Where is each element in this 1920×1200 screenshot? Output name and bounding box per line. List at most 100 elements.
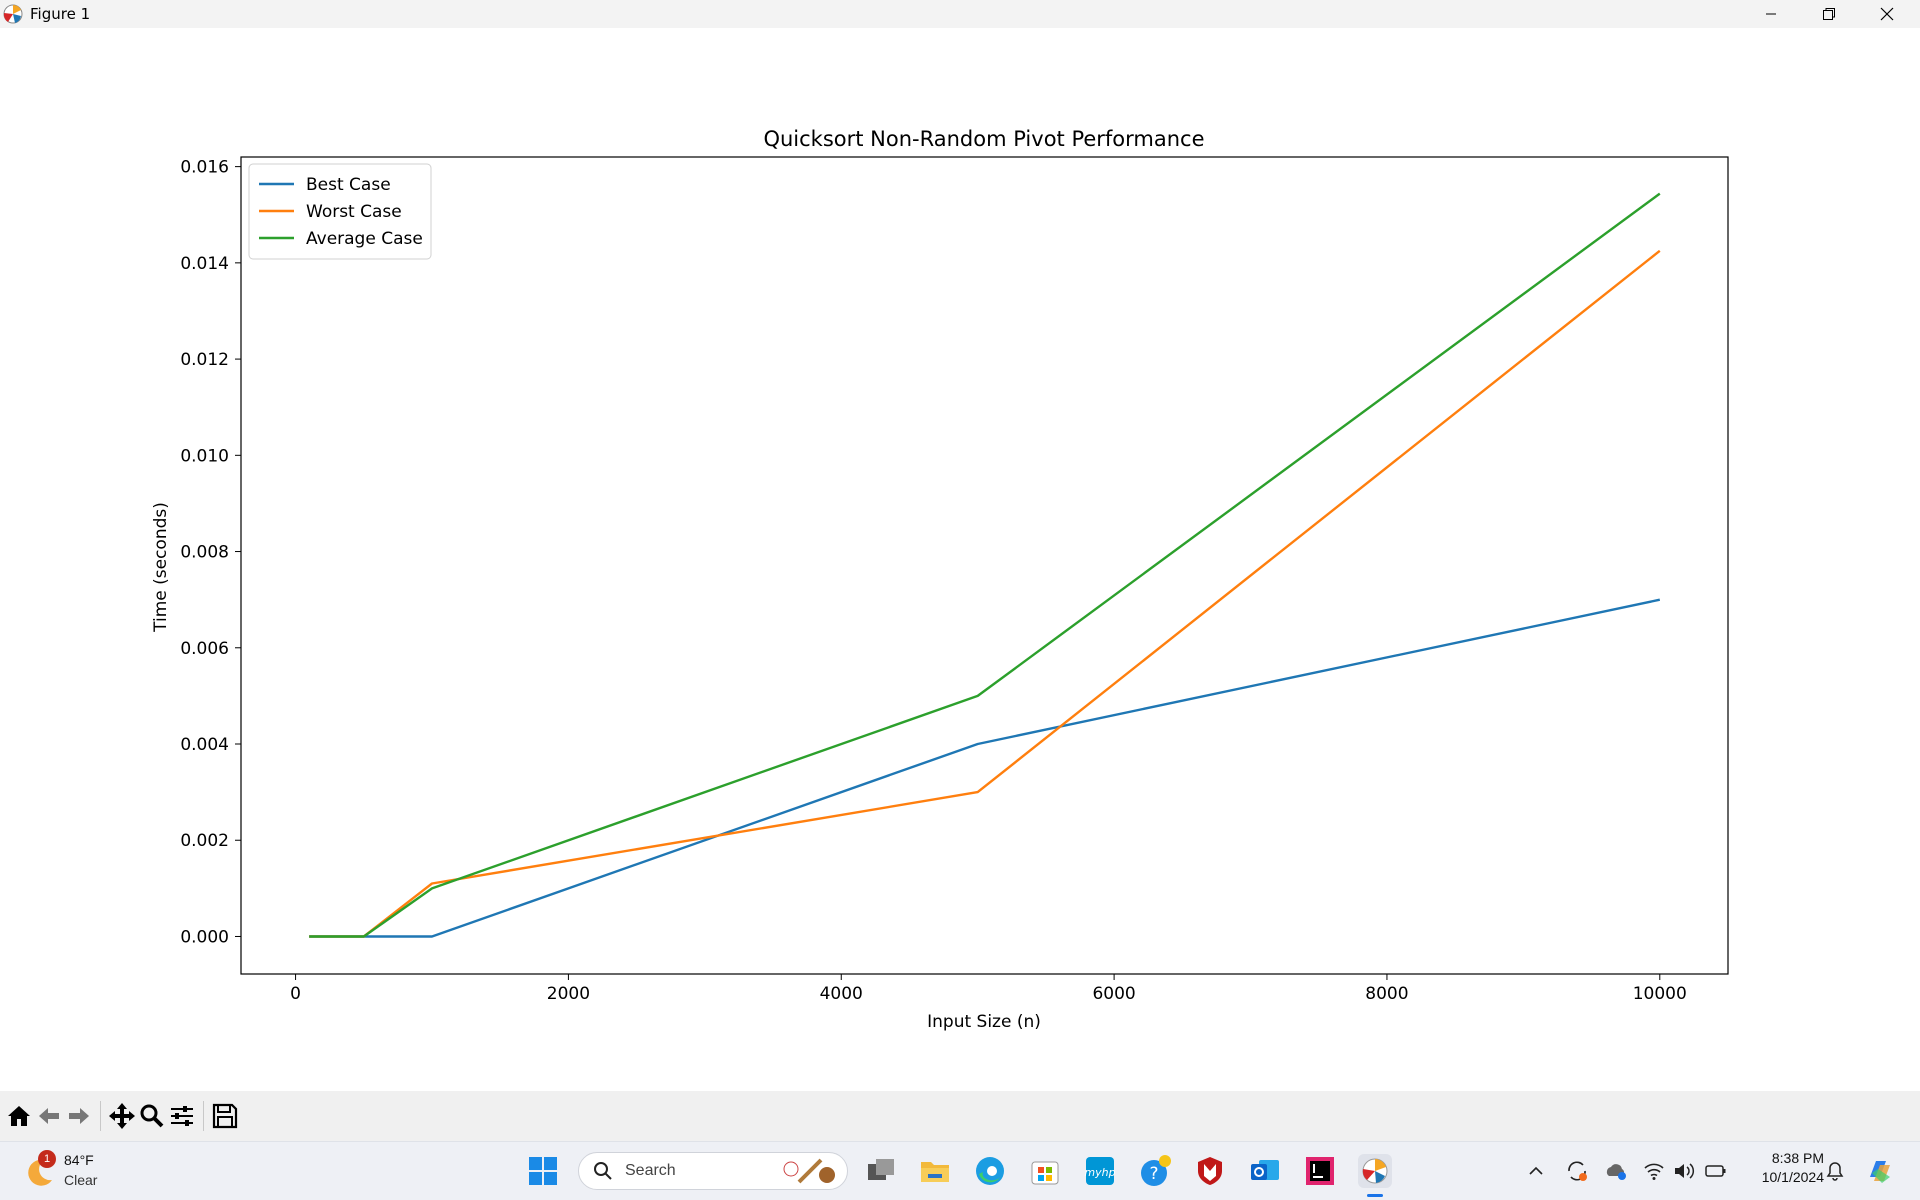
moon-icon [28, 1159, 52, 1186]
copilot-icon[interactable] [1864, 1155, 1896, 1187]
navigation-toolbar [0, 1091, 1920, 1141]
svg-text:?: ? [1149, 1164, 1158, 1184]
mcafee-shield-icon [1198, 1157, 1222, 1185]
series-line-average-case [309, 192, 1661, 938]
clock[interactable]: 8:38 PM 10/1/2024 [1736, 1150, 1824, 1185]
forward-button[interactable] [64, 1099, 94, 1133]
taskbar-intellij[interactable] [1303, 1154, 1337, 1188]
forward-arrow-icon [69, 1108, 89, 1124]
minimize-icon [1766, 13, 1776, 15]
edge-browser-icon [976, 1157, 1004, 1185]
back-button[interactable] [34, 1099, 64, 1133]
close-button[interactable] [1858, 0, 1916, 28]
microsoft-store-icon [1031, 1161, 1059, 1185]
y-tick-label: 0.016 [180, 158, 229, 178]
plot-frame [240, 156, 1729, 975]
taskbar-file-explorer[interactable] [918, 1154, 952, 1188]
volume-icon[interactable] [1673, 1160, 1695, 1182]
weather-condition: Clear [64, 1172, 98, 1188]
weather-widget[interactable]: 1 84°F Clear [22, 1148, 142, 1194]
window-titlebar: Figure 1 [0, 0, 1920, 28]
save-icon [212, 1103, 238, 1129]
legend-box [248, 163, 432, 260]
taskbar-get-help[interactable]: ? [1138, 1154, 1172, 1188]
taskbar-myhp[interactable]: myhp [1083, 1154, 1117, 1188]
minimize-button[interactable] [1742, 0, 1800, 28]
taskbar-store[interactable] [1028, 1154, 1062, 1188]
intellij-icon [1306, 1157, 1334, 1185]
back-arrow-icon [39, 1108, 59, 1124]
y-axis-label: Time (seconds) [151, 502, 171, 633]
taskbar-search[interactable]: Search [578, 1152, 848, 1190]
search-placeholder: Search [625, 1162, 676, 1179]
restore-button[interactable] [1800, 0, 1858, 28]
y-tick-label: 0.002 [180, 831, 229, 851]
legend: Best Case Worst Case Average Case [248, 163, 432, 260]
y-tick-label: 0.004 [180, 735, 229, 755]
x-tick-label: 0 [290, 984, 301, 1004]
x-tick-label: 6000 [1092, 984, 1135, 1004]
taskbar: 1 84°F Clear Search [0, 1141, 1920, 1200]
zoom-icon [140, 1104, 164, 1128]
series-line-worst-case [309, 249, 1661, 938]
battery-icon[interactable] [1704, 1160, 1728, 1182]
taskbar-python-figure[interactable] [1358, 1154, 1392, 1197]
wifi-icon[interactable] [1643, 1160, 1665, 1182]
y-tick-label: 0.012 [180, 350, 229, 370]
configure-subplots-icon [171, 1106, 193, 1126]
home-button[interactable] [4, 1099, 34, 1133]
legend-label: Best Case [306, 175, 391, 195]
pan-icon [109, 1103, 135, 1129]
y-tick-label: 0.000 [180, 927, 229, 947]
y-tick-label: 0.010 [180, 446, 229, 466]
y-tick-label: 0.014 [180, 254, 229, 274]
matplotlib-app-icon [3, 4, 23, 24]
toolbar-separator [100, 1101, 101, 1131]
restore-icon [1823, 8, 1835, 20]
clock-date: 10/1/2024 [1761, 1169, 1824, 1185]
window-title: Figure 1 [30, 5, 91, 23]
clock-time: 8:38 PM [1771, 1150, 1824, 1166]
figure-canvas[interactable]: 0 2000 4000 6000 8000 10000 0.000 0.002 0.004 0.… [0, 28, 1920, 1091]
outlook-icon [1251, 1160, 1279, 1180]
x-tick-label: 4000 [820, 984, 863, 1004]
legend-label: Average Case [306, 229, 423, 249]
configure-subplots-button[interactable] [167, 1099, 197, 1133]
active-app-indicator [1367, 1194, 1383, 1197]
matplotlib-icon [1362, 1158, 1388, 1184]
y-axis-ticks: 0.000 0.002 0.004 0.006 0.008 0.010 0.012 0.014… [180, 158, 241, 947]
line-chart: 0 2000 4000 6000 8000 10000 0.0000.0020.0040.… [151, 127, 1729, 1032]
task-view-icon [868, 1159, 894, 1180]
save-button[interactable] [210, 1099, 240, 1133]
pan-button[interactable] [107, 1099, 137, 1133]
svg-text:myhp: myhp [1084, 1166, 1115, 1179]
chevron-up-icon[interactable] [1527, 1162, 1545, 1180]
weather-temp: 84°F [64, 1152, 94, 1168]
legend-label: Worst Case [306, 202, 402, 222]
chart-title: Quicksort Non-Random Pivot Performance [763, 127, 1204, 151]
taskbar-outlook[interactable] [1248, 1154, 1282, 1188]
zoom-button[interactable] [137, 1099, 167, 1133]
home-icon [8, 1106, 30, 1126]
myhp-icon: myhp [1084, 1157, 1116, 1185]
weather-badge: 1 [38, 1150, 56, 1168]
taskbar-edge[interactable] [973, 1154, 1007, 1188]
windows-start-icon[interactable] [526, 1154, 560, 1188]
onedrive-icon[interactable] [1604, 1159, 1628, 1183]
sync-icon[interactable] [1565, 1159, 1589, 1183]
series-line-best-case [309, 598, 1661, 938]
series-lines [309, 192, 1661, 938]
taskbar-mcafee[interactable] [1193, 1154, 1227, 1188]
y-tick-label: 0.008 [180, 543, 229, 563]
search-icon [594, 1162, 612, 1180]
x-tick-label: 10000 [1633, 984, 1687, 1004]
toolbar-separator [203, 1101, 204, 1131]
close-icon [1880, 7, 1894, 21]
notification-bell-icon[interactable] [1824, 1159, 1846, 1183]
y-tick-label: 0.006 [180, 639, 229, 659]
x-tick-label: 2000 [547, 984, 590, 1004]
task-view-button[interactable] [864, 1154, 898, 1188]
folder-icon [921, 1162, 949, 1182]
x-axis-ticks: 0 2000 4000 6000 8000 10000 [290, 974, 1687, 1004]
x-tick-label: 8000 [1365, 984, 1408, 1004]
